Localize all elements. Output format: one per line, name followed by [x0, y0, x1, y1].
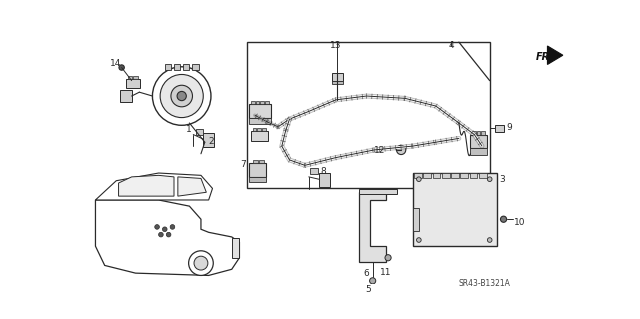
Circle shape: [155, 225, 159, 229]
Text: 4: 4: [449, 41, 454, 49]
Bar: [133, 76, 138, 79]
Circle shape: [488, 238, 492, 242]
Bar: [310, 168, 318, 174]
Bar: [193, 64, 198, 70]
Bar: [251, 131, 268, 141]
Bar: [183, 64, 189, 70]
Bar: [424, 173, 431, 178]
Text: 8: 8: [320, 167, 326, 176]
Bar: [174, 64, 180, 70]
Bar: [433, 173, 440, 178]
Bar: [164, 64, 171, 70]
Circle shape: [369, 278, 376, 284]
Bar: [196, 129, 204, 135]
Text: 2: 2: [208, 137, 214, 146]
Circle shape: [170, 225, 175, 229]
Bar: [470, 173, 477, 178]
Text: 11: 11: [380, 268, 392, 277]
Text: SR43-B1321A: SR43-B1321A: [459, 278, 511, 287]
Circle shape: [397, 145, 406, 154]
Bar: [120, 90, 132, 102]
Polygon shape: [547, 46, 563, 64]
Bar: [251, 101, 255, 104]
Bar: [262, 128, 266, 131]
Polygon shape: [178, 177, 206, 196]
Circle shape: [500, 216, 507, 222]
Bar: [451, 173, 459, 178]
Circle shape: [163, 227, 167, 232]
Bar: [413, 208, 419, 231]
Circle shape: [385, 255, 391, 261]
Bar: [481, 131, 485, 135]
Circle shape: [488, 177, 492, 182]
Polygon shape: [95, 200, 239, 275]
Bar: [260, 101, 264, 104]
Bar: [332, 81, 342, 85]
Bar: [470, 148, 488, 154]
Text: 7: 7: [241, 160, 246, 169]
Bar: [253, 128, 257, 131]
Text: 13: 13: [330, 41, 342, 49]
Circle shape: [171, 85, 193, 107]
Text: 1: 1: [186, 125, 191, 134]
Bar: [332, 73, 342, 81]
Bar: [495, 124, 504, 132]
Text: 3: 3: [500, 175, 506, 184]
Circle shape: [177, 92, 186, 101]
Bar: [413, 173, 497, 246]
Bar: [126, 79, 140, 88]
Bar: [128, 76, 132, 79]
Circle shape: [194, 256, 208, 270]
Text: 5: 5: [365, 285, 371, 294]
Text: FR.: FR.: [536, 52, 554, 62]
Bar: [479, 173, 486, 178]
Bar: [470, 135, 488, 148]
Bar: [250, 177, 266, 182]
Bar: [460, 173, 468, 178]
Polygon shape: [359, 192, 386, 262]
Bar: [477, 131, 481, 135]
Bar: [250, 163, 266, 177]
Bar: [259, 160, 264, 163]
Polygon shape: [95, 173, 212, 200]
Text: 14: 14: [110, 59, 121, 68]
Polygon shape: [118, 175, 174, 196]
Circle shape: [119, 65, 124, 70]
Bar: [247, 42, 490, 189]
Bar: [359, 189, 397, 194]
Bar: [250, 104, 271, 118]
Bar: [257, 128, 261, 131]
Bar: [265, 101, 269, 104]
Circle shape: [417, 177, 421, 182]
Bar: [472, 131, 476, 135]
Bar: [204, 133, 214, 147]
Circle shape: [152, 67, 211, 125]
Circle shape: [159, 232, 163, 237]
Bar: [414, 173, 422, 178]
Bar: [250, 118, 271, 124]
Text: 12: 12: [374, 146, 386, 155]
Text: 9: 9: [507, 123, 513, 132]
Text: 10: 10: [515, 218, 526, 227]
Bar: [319, 173, 330, 187]
Bar: [255, 101, 259, 104]
Bar: [253, 160, 258, 163]
Circle shape: [189, 251, 213, 275]
Circle shape: [417, 238, 421, 242]
Circle shape: [166, 232, 171, 237]
Text: 6: 6: [364, 269, 369, 278]
Circle shape: [160, 74, 204, 118]
Bar: [442, 173, 450, 178]
Bar: [232, 239, 239, 258]
